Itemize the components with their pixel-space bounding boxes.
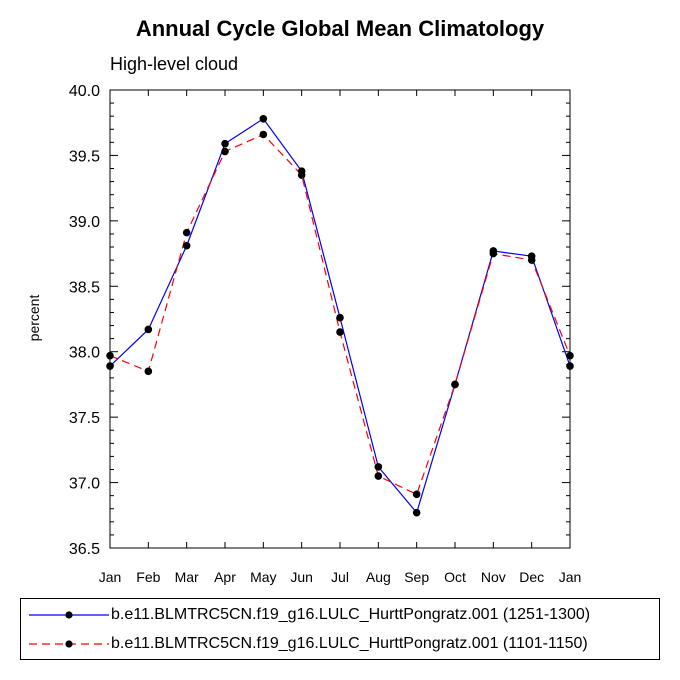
x-tick-label: Aug	[366, 569, 391, 585]
x-tick-label: Sep	[404, 569, 429, 585]
series-1-point	[182, 241, 191, 250]
line-chart: Annual Cycle Global Mean Climatology Hig…	[26, 16, 581, 585]
y-tick-label: 37.5	[69, 410, 100, 427]
series-2-point	[374, 472, 383, 480]
series-1-point	[144, 325, 153, 334]
x-tick-label: Jun	[290, 569, 313, 585]
x-tick-label: Jul	[331, 569, 349, 585]
y-tick-label: 37.0	[69, 476, 100, 493]
y-tick-label: 39.0	[69, 214, 100, 231]
series-1-point	[566, 362, 574, 370]
series-2-point	[259, 130, 268, 139]
series-2-point	[144, 367, 153, 376]
y-axis-label: percent	[26, 295, 42, 342]
x-tick-label: Dec	[519, 569, 544, 585]
series-1-point	[106, 362, 114, 370]
x-tick-label: Feb	[136, 569, 160, 585]
chart-title: Annual Cycle Global Mean Climatology	[136, 16, 545, 41]
chart-subtitle: High-level cloud	[110, 54, 238, 74]
series-2-point	[489, 249, 498, 258]
legend-label-1: b.e11.BLMTRC5CN.f19_g16.LULC_HurttPongra…	[111, 606, 591, 623]
legend-swatch-1	[29, 611, 109, 619]
series-1-point	[336, 313, 344, 322]
legend-label-2: b.e11.BLMTRC5CN.f19_g16.LULC_HurttPongra…	[111, 635, 588, 652]
series-1-point	[221, 139, 229, 148]
series-2-point	[182, 228, 191, 237]
series-2-point	[527, 256, 536, 264]
axes-ticks: Jan Feb Mar Apr May Jun Jul Aug Sep Oct Nov Dec Jan 3…	[69, 83, 581, 585]
series-2-point	[106, 351, 114, 360]
x-tick-label: May	[250, 569, 276, 585]
series-2-point	[412, 490, 421, 499]
y-tick-label: 38.0	[69, 345, 100, 362]
x-tick-label: Jan	[99, 569, 122, 585]
series-2-point	[451, 380, 459, 389]
series-2-point	[336, 328, 344, 336]
x-tick-label: Jan	[559, 569, 582, 585]
legend-swatch-2	[29, 640, 109, 648]
y-tick-label: 36.5	[69, 541, 100, 558]
series-2-point	[297, 171, 306, 179]
legend-entry-1: b.e11.BLMTRC5CN.f19_g16.LULC_HurttPongra…	[21, 601, 659, 629]
series-2-point	[566, 351, 574, 360]
series-2-point	[221, 147, 229, 156]
series-1-point	[374, 463, 383, 471]
y-tick-label: 38.5	[69, 279, 100, 296]
legend-entry-2: b.e11.BLMTRC5CN.f19_g16.LULC_HurttPongra…	[21, 630, 659, 658]
series-1-point	[259, 114, 268, 123]
x-tick-label: Mar	[175, 569, 199, 585]
x-tick-label: Nov	[481, 569, 506, 585]
y-tick-label: 40.0	[69, 83, 100, 100]
x-tick-label: Apr	[214, 569, 236, 585]
legend: b.e11.BLMTRC5CN.f19_g16.LULC_HurttPongra…	[20, 598, 660, 660]
series-1-point	[412, 508, 421, 517]
series-layer	[106, 114, 574, 517]
x-tick-label: Oct	[444, 569, 466, 585]
y-tick-label: 39.5	[69, 148, 100, 165]
